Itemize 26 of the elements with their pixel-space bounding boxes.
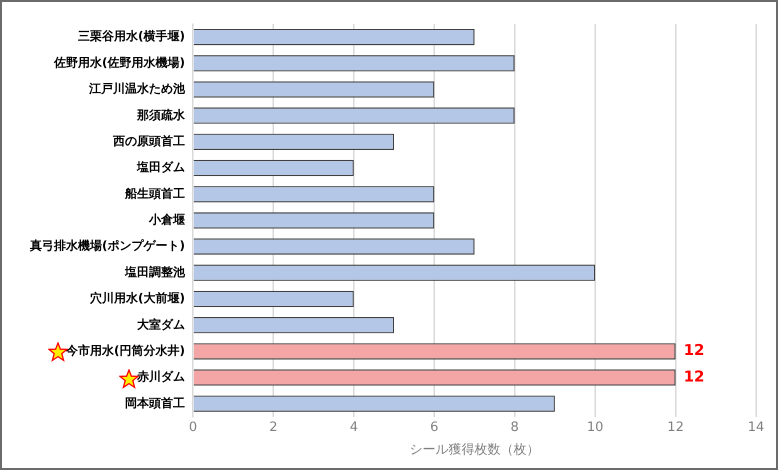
data-label: 12	[684, 341, 704, 360]
y-tick-label: 塩田調整池	[124, 264, 186, 279]
x-axis-title: シール獲得枚数（枚）	[409, 442, 540, 458]
x-tick-label: 12	[667, 420, 684, 435]
y-tick-label: 真弓排水機場(ポンプゲート)	[29, 238, 185, 253]
y-tick-label: 岡本頭首工	[124, 396, 185, 410]
y-tick-label: 三栗谷用水(横手堰)	[78, 29, 185, 44]
y-tick-label: 那須疏水	[136, 108, 186, 122]
x-tick-label: 14	[748, 420, 764, 435]
y-tick-label: 穴川用水(大前堰)	[89, 291, 185, 306]
y-tick-label: 江戸川温水ため池	[88, 82, 186, 96]
y-tick-label: 大室ダム	[136, 317, 185, 332]
data-label: 12	[684, 367, 704, 386]
y-tick-label: 赤川ダム	[136, 370, 185, 384]
x-tick-label: 10	[586, 420, 604, 435]
x-tick-label: 4	[350, 420, 358, 435]
y-tick-label: 塩田ダム	[136, 160, 185, 174]
y-tick-label: 佐野用水(佐野用水機場)	[53, 55, 185, 70]
y-tick-label: 船生頭首工	[124, 186, 185, 200]
x-tick-label: 6	[430, 420, 438, 435]
y-tick-label: 小倉堰	[148, 212, 185, 227]
x-tick-label: 0	[188, 420, 198, 435]
y-tick-label: 西の原頭首工	[112, 134, 185, 148]
x-tick-label: 8	[510, 420, 519, 435]
y-tick-label: 今市用水(円筒分水井)	[65, 343, 185, 358]
x-tick-label: 2	[269, 420, 278, 435]
